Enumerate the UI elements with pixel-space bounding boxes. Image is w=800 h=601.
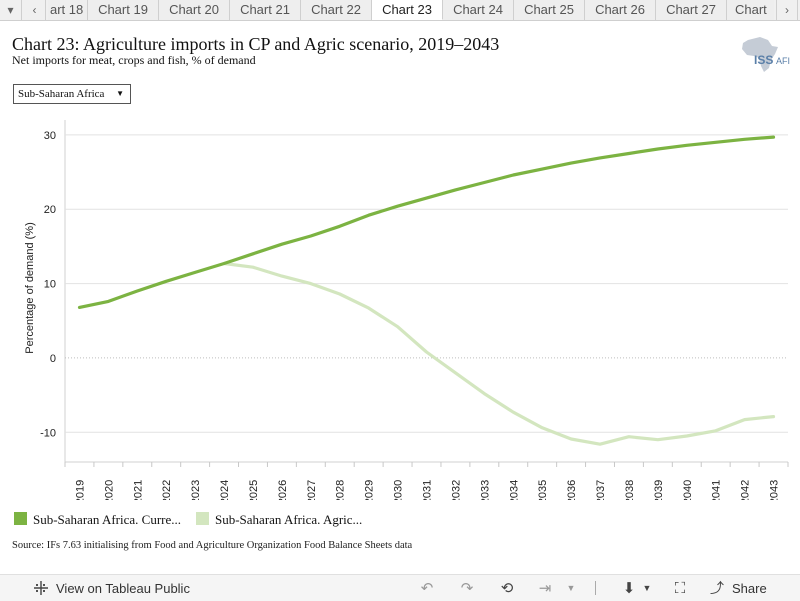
x-tick-label: 2023 <box>190 480 202 500</box>
tab-item[interactable]: Chart 19 <box>88 0 159 20</box>
download-icon[interactable]: ⬇ <box>622 580 636 597</box>
y-tick-label: 10 <box>44 279 56 291</box>
x-tick-label: 2030 <box>393 480 405 500</box>
y-tick-label: 0 <box>50 353 56 365</box>
x-tick-label: 2040 <box>682 480 694 500</box>
chart-subtitle: Net imports for meat, crops and fish, % … <box>12 53 256 67</box>
share-icon: ⤴ <box>710 580 724 596</box>
share-button[interactable]: ⤴ Share <box>710 575 767 601</box>
series-line-agric <box>222 261 776 446</box>
legend-label-agric: Sub-Saharan Africa. Agric... <box>215 512 363 527</box>
x-tick-label: 2019 <box>74 480 86 500</box>
logo-text: ISS <box>754 53 773 67</box>
grid-lines <box>64 120 789 467</box>
refresh-icon[interactable]: ⇥ <box>538 580 552 597</box>
x-tick-label: 2026 <box>277 480 289 500</box>
dropdown-arrow-icon: ▼ <box>116 89 124 98</box>
view-on-tableau-label: View on Tableau Public <box>56 580 190 596</box>
legend-item-current-path[interactable]: Sub-Saharan Africa. Curre... <box>14 512 181 528</box>
x-tick-label: 2043 <box>769 480 781 500</box>
x-tick-label: 2022 <box>161 480 173 500</box>
x-tick-label: 2025 <box>248 480 260 500</box>
tableau-icon <box>34 581 48 595</box>
chevron-right-icon: › <box>785 3 789 17</box>
x-tick-label: 2035 <box>537 480 549 500</box>
series-lines <box>77 135 776 446</box>
tab-item[interactable]: Chart 20 <box>159 0 230 20</box>
tab-item[interactable]: art 18 <box>48 0 88 20</box>
x-tick-label: 2029 <box>364 480 376 500</box>
tab-scroll-right-button[interactable]: › <box>776 0 798 20</box>
x-tick-label: 2028 <box>335 480 347 500</box>
download-menu-chevron-icon[interactable]: ▼ <box>642 583 652 593</box>
x-tick-label: 2036 <box>566 480 578 500</box>
legend-label-current-path: Sub-Saharan Africa. Curre... <box>33 512 182 527</box>
y-tick-label: 20 <box>44 204 56 216</box>
x-tick-label: 2027 <box>306 480 318 500</box>
fullscreen-icon[interactable]: ⛶ <box>674 579 686 597</box>
source-note: Source: IFs 7.63 initialising from Food … <box>12 540 413 551</box>
view-on-tableau-link[interactable]: View on Tableau Public <box>34 575 190 601</box>
y-tick-labels: 30 20 10 0 -10 <box>40 130 56 439</box>
tab-item[interactable]: Chart 23 <box>372 0 443 20</box>
legend-swatch-current-path <box>14 512 27 525</box>
x-tick-label: 2039 <box>653 480 665 500</box>
refresh-menu-chevron-icon[interactable]: ▼ <box>566 583 576 593</box>
iss-africa-logo: ISS AFI <box>742 37 790 72</box>
x-tick-label: 2032 <box>450 480 462 500</box>
tab-item[interactable]: Chart 25 <box>514 0 585 20</box>
toolbar-divider <box>595 581 596 595</box>
x-tick-label: 2033 <box>479 480 491 500</box>
tab-menu-button[interactable]: ▾ <box>0 0 22 20</box>
x-tick-label: 2034 <box>508 480 520 500</box>
legend-item-agric[interactable]: Sub-Saharan Africa. Agric... <box>196 512 362 528</box>
y-axis-label: Percentage of demand (%) <box>24 222 36 353</box>
x-tick-labels: 2019 2020 2021 2022 2023 2024 2025 2026 2027 2028… <box>74 480 780 500</box>
chart-title: Chart 23: Agriculture imports in CP and … <box>12 34 500 54</box>
tab-item[interactable]: Chart 26 <box>585 0 656 20</box>
region-dropdown[interactable]: Sub-Saharan Africa ▼ <box>13 84 131 104</box>
y-tick-label: 30 <box>44 130 56 142</box>
region-dropdown-value: Sub-Saharan Africa <box>18 88 105 100</box>
bottom-toolbar: View on Tableau Public ↶ ↷ ⟲ ⇥ ▼ ⬇ ▼ ⛶ ⤴… <box>0 574 800 601</box>
x-tick-label: 2021 <box>132 480 144 500</box>
x-tick-label: 2038 <box>624 480 636 500</box>
y-tick-label: -10 <box>40 427 56 439</box>
tab-item[interactable]: Chart 21 <box>230 0 301 20</box>
chevron-left-icon: ‹ <box>32 3 37 17</box>
tab-item[interactable]: Chart 22 <box>301 0 372 20</box>
x-tick-label: 2020 <box>103 480 115 500</box>
tab-item[interactable]: Chart 24 <box>443 0 514 20</box>
share-label: Share <box>732 580 767 596</box>
tab-bar: ▾ ‹ art 18 Chart 19 Chart 20 Chart 21 Chart … <box>0 0 800 21</box>
series-line-current-path <box>77 135 776 309</box>
redo-icon[interactable]: ↷ <box>460 580 474 597</box>
tab-item[interactable]: Chart 27 <box>656 0 727 20</box>
revert-icon[interactable]: ⟲ <box>500 580 514 597</box>
x-tick-label: 2042 <box>740 480 752 500</box>
x-tick-label: 2041 <box>711 480 723 500</box>
x-tick-label: 2037 <box>595 480 607 500</box>
chevron-down-icon: ▾ <box>7 3 14 17</box>
tab-list: art 18 Chart 19 Chart 20 Chart 21 Chart 22 Ch… <box>48 0 776 20</box>
logo-suffix: AFI <box>776 56 790 66</box>
tab-item[interactable]: Chart <box>727 0 774 20</box>
x-tick-label: 2031 <box>422 480 434 500</box>
x-tick-label: 2024 <box>219 480 231 500</box>
tab-scroll-left-button[interactable]: ‹ <box>24 0 46 20</box>
undo-icon[interactable]: ↶ <box>420 580 434 597</box>
legend-swatch-agric <box>196 512 209 525</box>
